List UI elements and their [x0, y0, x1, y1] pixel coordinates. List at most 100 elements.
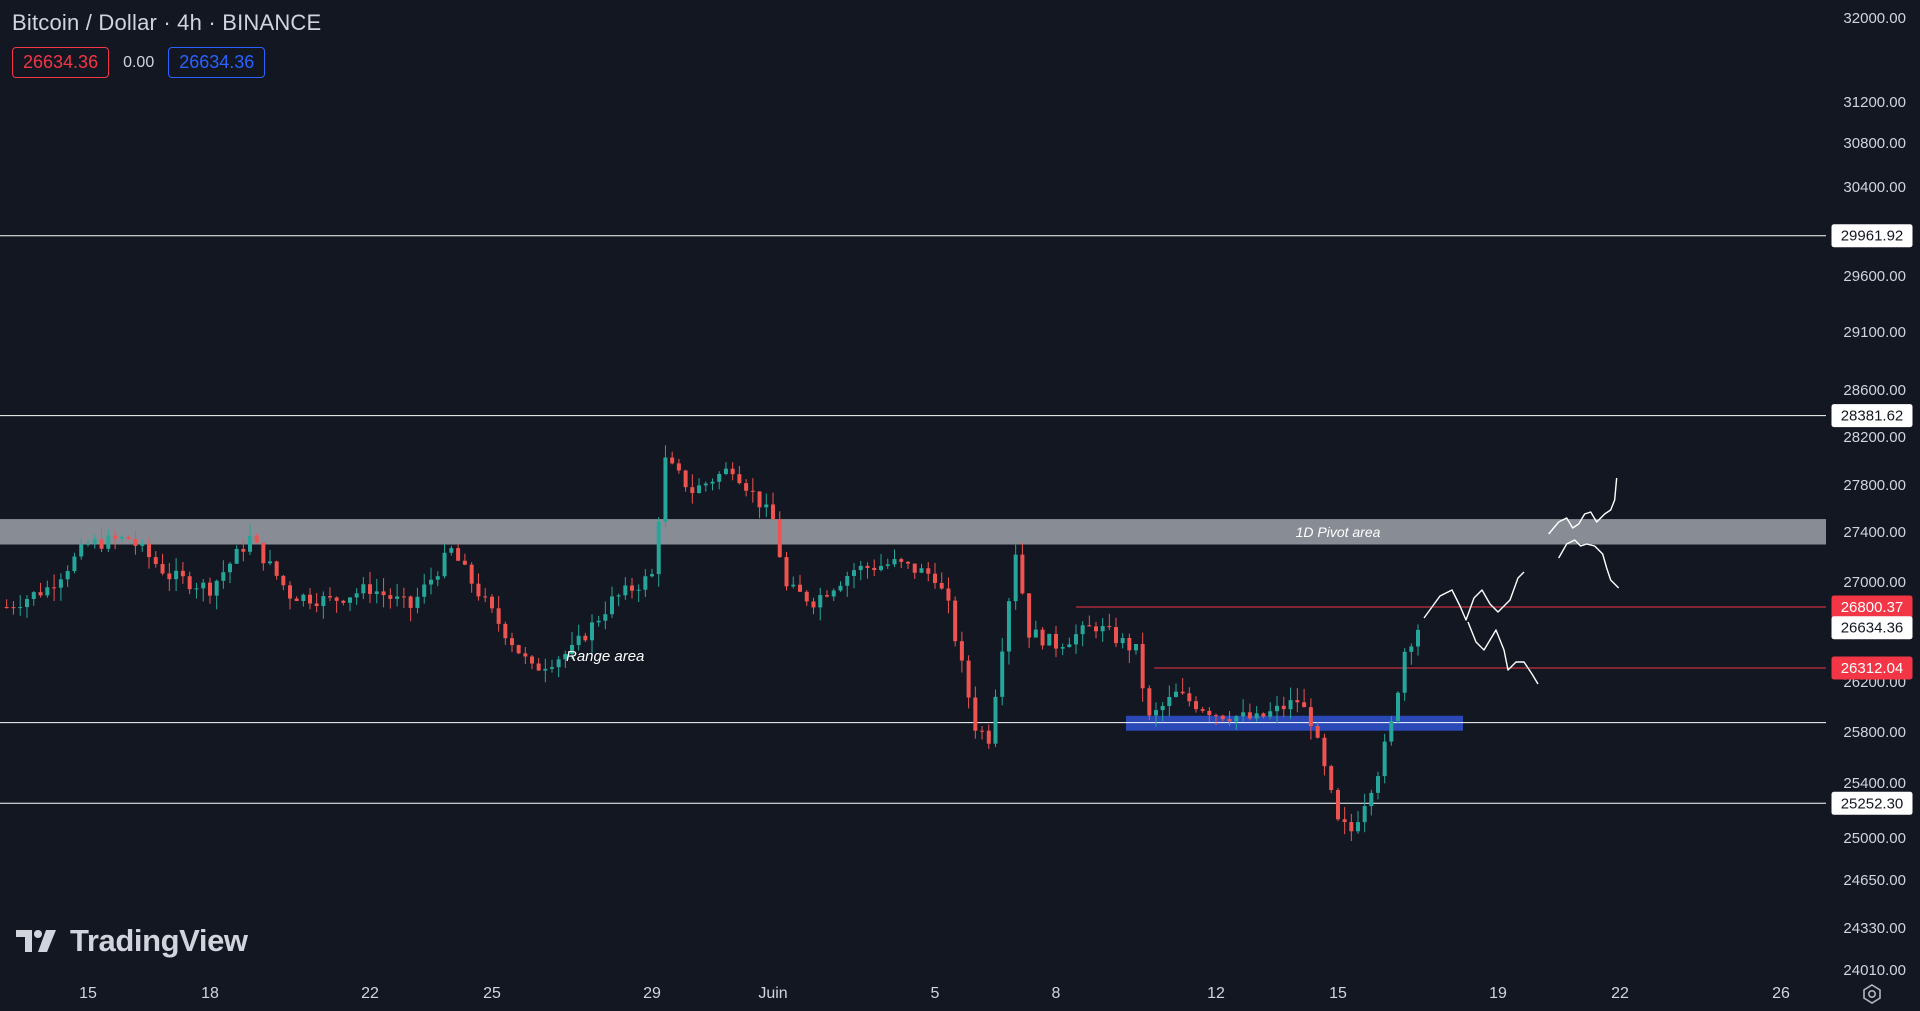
candle-body — [194, 588, 199, 590]
candle-body — [374, 591, 379, 594]
candle-body — [1147, 688, 1152, 716]
candle-body — [1114, 627, 1118, 644]
blue-support-zone — [1126, 715, 1463, 731]
candle-body — [1020, 554, 1025, 594]
candle-body — [933, 573, 937, 583]
candle-body — [1107, 626, 1112, 628]
price-tick-label: 24010.00 — [1843, 962, 1906, 979]
price-tick-label: 24330.00 — [1843, 920, 1906, 937]
buy-button[interactable]: 26634.36 — [168, 47, 266, 78]
tradingview-logo[interactable]: TradingView — [16, 923, 248, 959]
zone-layer: 1D Pivot area — [0, 519, 1826, 731]
projection-down-path — [1467, 621, 1539, 685]
candle-body — [590, 622, 594, 641]
candle-body — [596, 620, 601, 623]
drawing-layer — [1423, 477, 1620, 685]
candle-body — [214, 580, 219, 596]
candle-body — [919, 568, 924, 573]
candle-body — [1060, 647, 1065, 649]
time-tick-label: 8 — [1052, 985, 1061, 1002]
time-tick-label: 26 — [1772, 985, 1790, 1002]
candle-body — [86, 543, 90, 545]
candle-body — [456, 548, 461, 561]
candle-body — [764, 504, 769, 508]
candle-body — [65, 571, 70, 580]
candle-body — [953, 600, 958, 642]
candle-body — [167, 573, 172, 580]
annotation-layer: Range area — [566, 648, 644, 665]
candle-body — [187, 576, 192, 590]
candle-body — [1396, 692, 1400, 722]
candle-body — [476, 583, 481, 597]
candle-body — [4, 607, 9, 608]
sell-button[interactable]: 26634.36 — [12, 47, 110, 78]
line-price-label-bg — [1831, 404, 1913, 428]
candle-body — [126, 536, 131, 539]
candle-body — [429, 579, 433, 585]
candle-body — [415, 596, 420, 608]
candle-body — [341, 600, 346, 603]
candle-body — [1288, 700, 1293, 710]
candle-body — [1013, 554, 1018, 602]
candle-body — [1134, 644, 1138, 651]
candle-body — [703, 483, 708, 486]
price-tick-label: 31200.00 — [1843, 94, 1906, 111]
candle-body — [980, 730, 985, 732]
candle-body — [1187, 693, 1192, 702]
candle-body — [570, 644, 574, 654]
candle-body — [106, 535, 111, 549]
candle-body — [1094, 626, 1098, 632]
candle-body — [503, 623, 508, 639]
candle-body — [79, 544, 84, 557]
candle-body — [831, 590, 836, 597]
candle-body — [1247, 712, 1252, 719]
candle-body — [906, 561, 910, 564]
level-price-label: 26800.37 — [1841, 599, 1904, 616]
candle-body — [1254, 713, 1259, 719]
candle-body — [1241, 712, 1246, 717]
candle-body — [31, 592, 36, 599]
candle-body — [1214, 715, 1218, 717]
candle-body — [496, 608, 501, 624]
candle-body — [1087, 625, 1092, 627]
gear-icon[interactable] — [1860, 982, 1884, 1006]
candle-body — [530, 656, 534, 664]
symbol-title[interactable]: Bitcoin / Dollar · 4h · BINANCE — [12, 10, 322, 35]
price-axis[interactable]: 32000.00 31200.00 30800.00 30400.00 29600.00… — [1831, 10, 1913, 979]
candle-body — [865, 565, 870, 568]
candle-body — [939, 582, 944, 589]
candle-body — [791, 584, 796, 587]
candle-body — [811, 601, 816, 608]
candle-body — [1167, 696, 1172, 707]
candle-body — [422, 584, 427, 597]
price-tick-label: 24650.00 — [1843, 872, 1906, 889]
price-tick-label: 29100.00 — [1843, 324, 1906, 341]
candle-body — [959, 641, 964, 661]
price-tick-label: 30400.00 — [1843, 179, 1906, 196]
candle-body — [1329, 766, 1334, 790]
time-tick-label: 15 — [79, 985, 97, 1002]
candle-body — [314, 603, 319, 607]
candle-body — [730, 468, 735, 475]
chart-header: Bitcoin / Dollar · 4h · BINANCE 26634.36… — [12, 10, 321, 78]
candle-body — [825, 595, 829, 597]
projection-up-path-2 — [1548, 477, 1618, 535]
candle-body — [274, 561, 279, 576]
time-axis[interactable]: 15 18 22 25 29 Juin 5 8 12 15 19 22 26 — [79, 985, 1790, 1002]
candle-body — [750, 490, 755, 492]
candle-body — [147, 543, 151, 558]
candle-body — [395, 596, 400, 599]
candle-body — [1336, 789, 1340, 820]
candle-body — [180, 570, 185, 577]
candle-body — [1342, 819, 1347, 823]
candle-body — [153, 557, 158, 564]
candle-body — [301, 594, 306, 601]
candle-body — [1227, 719, 1232, 722]
candle-body — [744, 483, 749, 491]
candle-body — [442, 552, 447, 577]
candle-body — [401, 596, 406, 598]
candle-body — [1120, 637, 1125, 644]
candle-body — [777, 519, 782, 558]
